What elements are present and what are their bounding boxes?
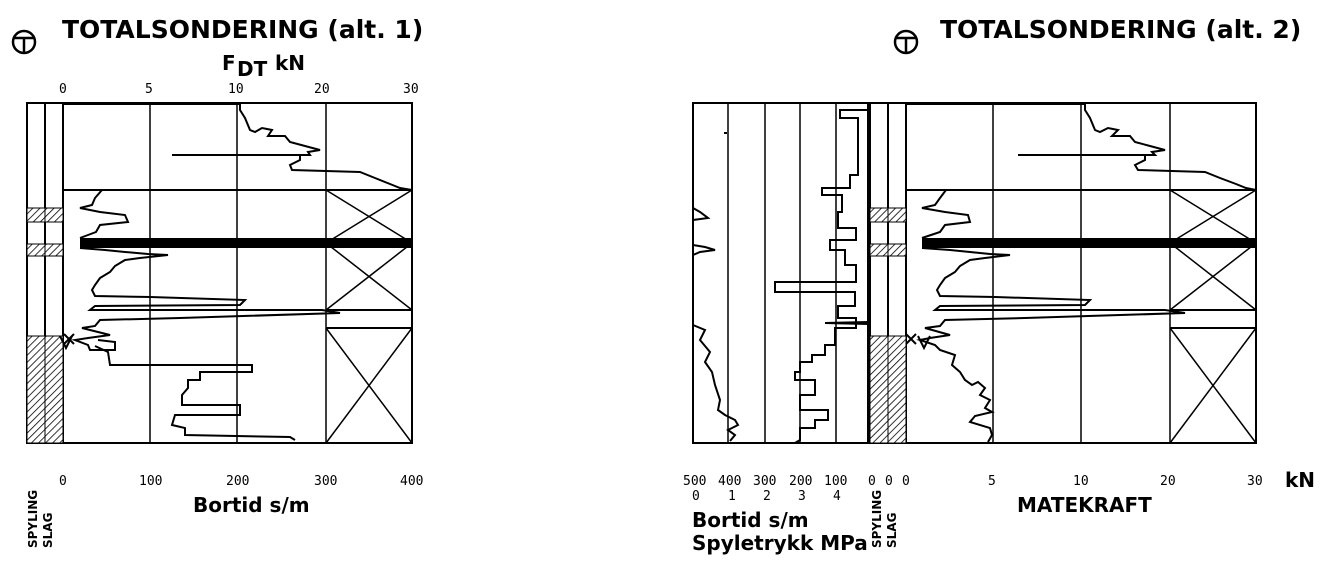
right-force-unit: kN — [1285, 468, 1315, 492]
right-force-tick: 10 — [1073, 474, 1089, 489]
right-side-label-spyling: SPYLING — [870, 490, 884, 548]
right-title: TOTALSONDERING (alt. 2) — [940, 15, 1301, 44]
right-force-label: MATEKRAFT — [1017, 493, 1152, 517]
left-diagram: TOTALSONDERING (alt. 1) F DT kN 0 5 10 2… — [11, 15, 423, 548]
right-side-tick: 0 — [885, 474, 893, 489]
right-bortid-tick: 100 — [824, 474, 847, 489]
right-force-tick: 30 — [1247, 474, 1263, 489]
left-bottom-tick: 200 — [226, 474, 249, 489]
right-bortid-tick: 400 — [718, 474, 741, 489]
right-pressure-curve — [774, 109, 868, 444]
left-top-tick: 30 — [403, 82, 419, 97]
right-mpa-label: Spyletrykk MPa — [692, 531, 868, 555]
left-bortid-steps — [94, 345, 296, 441]
left-bottom-tick: 400 — [400, 474, 423, 489]
left-top-tick: 0 — [59, 82, 67, 97]
left-bottom-tick: 0 — [59, 474, 67, 489]
right-side-label-slag: SLAG — [885, 513, 899, 548]
right-force-curve — [906, 103, 1257, 239]
left-cross-boxes — [325, 189, 413, 444]
force-label-unit: kN — [275, 51, 305, 75]
right-bortid-frame — [692, 102, 869, 444]
left-top-tick: 20 — [314, 82, 330, 97]
right-mpa-tick: 4 — [833, 489, 841, 504]
right-spyling-hatch — [869, 207, 907, 444]
right-mpa-tick: 3 — [798, 489, 806, 504]
drill-symbol-icon — [11, 29, 37, 55]
left-title: TOTALSONDERING (alt. 1) — [62, 15, 423, 44]
left-bortid-curve — [71, 247, 341, 351]
left-bottom-label: Bortid s/m — [193, 493, 310, 517]
left-side-label-slag: SLAG — [41, 513, 55, 548]
right-mark — [724, 132, 727, 134]
left-force-curve — [63, 103, 413, 239]
force-label-f: F — [222, 51, 236, 75]
right-force-tick: 0 — [902, 474, 910, 489]
right-force-tick: 5 — [988, 474, 996, 489]
right-mpa-tick: 0 — [692, 489, 700, 504]
right-force-curve-lower — [916, 247, 1186, 443]
left-side-label-spyling: SPYLING — [26, 490, 40, 548]
right-main-frame — [869, 102, 1257, 444]
right-mpa-tick: 1 — [728, 489, 736, 504]
left-bottom-tick: 300 — [314, 474, 337, 489]
right-bortid-curve — [692, 207, 740, 442]
right-side-tick: 0 — [868, 474, 876, 489]
left-top-tick: 5 — [145, 82, 153, 97]
right-bortid-tick: 300 — [753, 474, 776, 489]
right-bortid-tick: 500 — [683, 474, 706, 489]
left-bottom-tick: 100 — [139, 474, 162, 489]
right-x-markers — [905, 333, 931, 351]
right-bortid-tick: 200 — [789, 474, 812, 489]
right-diagram: TOTALSONDERING (alt. 2) — [683, 15, 1315, 555]
right-force-tick: 20 — [1160, 474, 1176, 489]
right-hard-layer — [922, 238, 1256, 248]
left-top-tick: 10 — [228, 82, 244, 97]
right-pressure-spike — [824, 321, 869, 325]
left-spyling-hatch — [26, 207, 64, 444]
right-bortid-label: Bortid s/m — [692, 508, 809, 532]
left-x-markers — [59, 333, 75, 351]
force-label-dt: DT — [237, 57, 268, 81]
right-mpa-tick: 2 — [763, 489, 771, 504]
drill-symbol-icon — [893, 29, 919, 55]
